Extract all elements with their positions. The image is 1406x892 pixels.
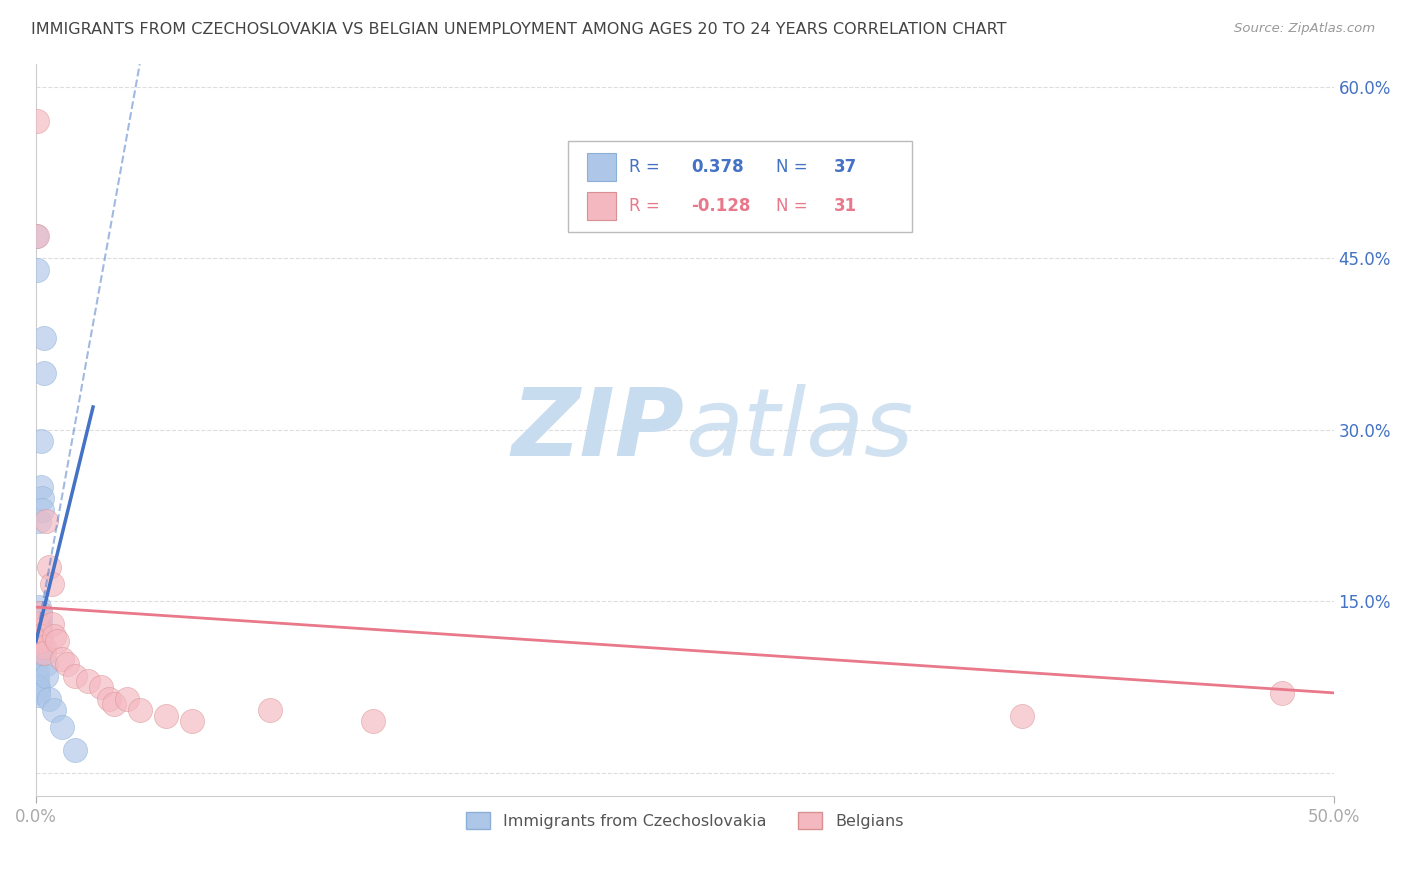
Legend: Immigrants from Czechoslovakia, Belgians: Immigrants from Czechoslovakia, Belgians xyxy=(460,806,910,835)
Point xyxy=(363,714,385,729)
Point xyxy=(27,674,49,689)
Text: 31: 31 xyxy=(834,197,858,215)
Point xyxy=(103,698,125,712)
Point xyxy=(28,634,51,648)
Point xyxy=(28,611,51,625)
Point xyxy=(28,640,51,654)
Point xyxy=(25,640,48,654)
Point xyxy=(28,646,51,660)
Point xyxy=(28,600,51,615)
Point xyxy=(32,331,55,345)
Point xyxy=(76,674,98,689)
Point xyxy=(45,634,67,648)
Text: N =: N = xyxy=(776,197,807,215)
Point xyxy=(56,657,79,672)
Point xyxy=(41,577,63,591)
Point xyxy=(128,703,150,717)
Point xyxy=(31,503,53,517)
Point xyxy=(27,617,49,632)
Point xyxy=(63,669,86,683)
Point xyxy=(38,560,60,574)
Point xyxy=(25,646,48,660)
Point xyxy=(32,646,55,660)
Point xyxy=(90,680,112,694)
Point xyxy=(42,703,65,717)
Point xyxy=(1271,686,1294,700)
Point xyxy=(25,228,48,243)
Point xyxy=(27,680,49,694)
Text: atlas: atlas xyxy=(685,384,912,475)
Text: N =: N = xyxy=(776,158,807,177)
Point xyxy=(27,684,49,698)
Point xyxy=(115,691,138,706)
Point xyxy=(25,114,48,128)
Point xyxy=(35,657,58,672)
Point xyxy=(25,228,48,243)
Point xyxy=(25,629,48,643)
Text: R =: R = xyxy=(628,158,659,177)
Point xyxy=(38,691,60,706)
Point xyxy=(97,691,120,706)
Point xyxy=(27,623,49,637)
Point xyxy=(1011,708,1033,723)
Text: 0.378: 0.378 xyxy=(692,158,744,177)
Point xyxy=(25,663,48,677)
Point xyxy=(30,634,52,648)
Text: -0.128: -0.128 xyxy=(692,197,751,215)
FancyBboxPatch shape xyxy=(588,153,616,181)
Point xyxy=(30,629,52,643)
Point xyxy=(27,617,49,632)
Point xyxy=(25,651,48,665)
Point xyxy=(31,491,53,506)
Text: Source: ZipAtlas.com: Source: ZipAtlas.com xyxy=(1234,22,1375,36)
Text: ZIP: ZIP xyxy=(512,384,685,476)
Point xyxy=(27,634,49,648)
Point xyxy=(41,617,63,632)
Point xyxy=(259,703,281,717)
Point xyxy=(28,606,51,620)
Point xyxy=(155,708,177,723)
Point xyxy=(30,617,52,632)
Point xyxy=(28,606,51,620)
Point xyxy=(63,743,86,757)
Point xyxy=(30,629,52,643)
Point xyxy=(35,514,58,528)
Point xyxy=(27,669,49,683)
Point xyxy=(180,714,202,729)
Text: IMMIGRANTS FROM CZECHOSLOVAKIA VS BELGIAN UNEMPLOYMENT AMONG AGES 20 TO 24 YEARS: IMMIGRANTS FROM CZECHOSLOVAKIA VS BELGIA… xyxy=(31,22,1007,37)
Point xyxy=(42,629,65,643)
Point xyxy=(30,434,52,449)
Point xyxy=(51,720,73,734)
Point xyxy=(32,366,55,380)
Text: 37: 37 xyxy=(834,158,858,177)
Text: R =: R = xyxy=(628,197,659,215)
Point xyxy=(30,623,52,637)
Point xyxy=(25,263,48,277)
Point xyxy=(27,682,49,697)
Point xyxy=(32,640,55,654)
Point xyxy=(27,623,49,637)
Point xyxy=(35,669,58,683)
Point xyxy=(27,514,49,528)
Point xyxy=(27,688,49,702)
Point xyxy=(51,651,73,665)
FancyBboxPatch shape xyxy=(568,141,912,232)
FancyBboxPatch shape xyxy=(588,192,616,219)
Point xyxy=(30,480,52,494)
